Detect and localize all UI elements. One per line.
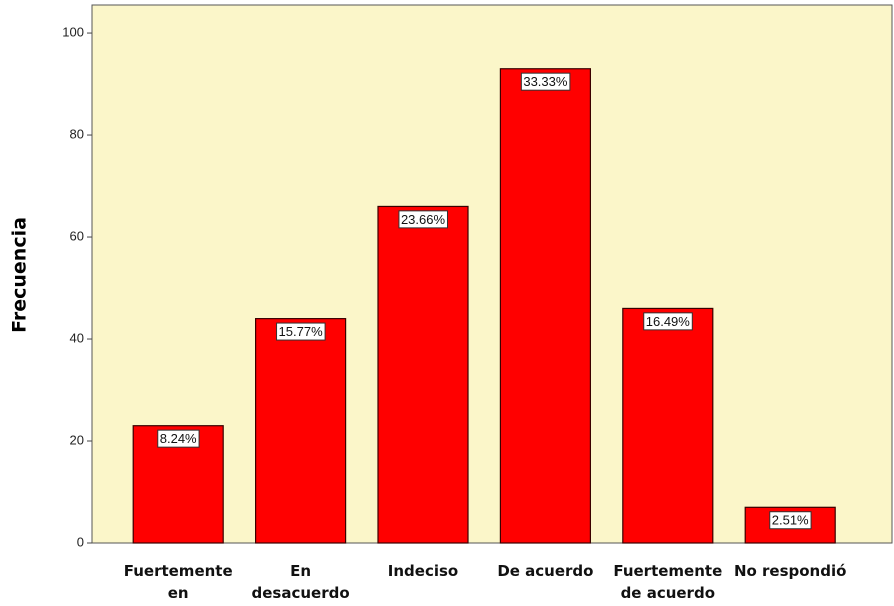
x-tick-label: En desacuerdo [251, 562, 350, 602]
plot-area [91, 4, 893, 544]
x-tick-label: Fuertemente de acuerdo [613, 562, 723, 602]
bar [255, 318, 347, 544]
data-label-box [157, 429, 200, 448]
x-tick-label: Fuertemente en desacuerdo [123, 562, 233, 602]
data-label: 16.49% [646, 314, 691, 329]
data-label-box [520, 72, 571, 91]
data-label: 2.51% [772, 513, 809, 528]
y-tick-label: 20 [70, 432, 84, 447]
y-tick-label: 100 [62, 24, 84, 39]
x-tick-label: Indeciso [387, 562, 459, 580]
x-tick-label: No respondió [733, 562, 847, 580]
y-tick-label: 80 [70, 126, 84, 141]
data-label-box [643, 312, 693, 331]
data-label-box [276, 322, 326, 341]
data-label-box [769, 511, 812, 530]
data-label: 15.77% [279, 324, 324, 339]
data-label: 23.66% [401, 212, 446, 227]
bar [622, 307, 714, 544]
data-label-box [398, 210, 448, 229]
data-label: 33.33% [523, 74, 568, 89]
y-tick-label: 0 [77, 534, 84, 549]
x-tick-label: De acuerdo [497, 562, 594, 580]
y-tick-label: 60 [70, 228, 84, 243]
data-label: 8.24% [160, 431, 197, 446]
bar [499, 68, 591, 544]
y-tick-label: 40 [70, 330, 84, 345]
bar [377, 205, 469, 544]
y-axis-label: Frecuencia [9, 217, 31, 333]
